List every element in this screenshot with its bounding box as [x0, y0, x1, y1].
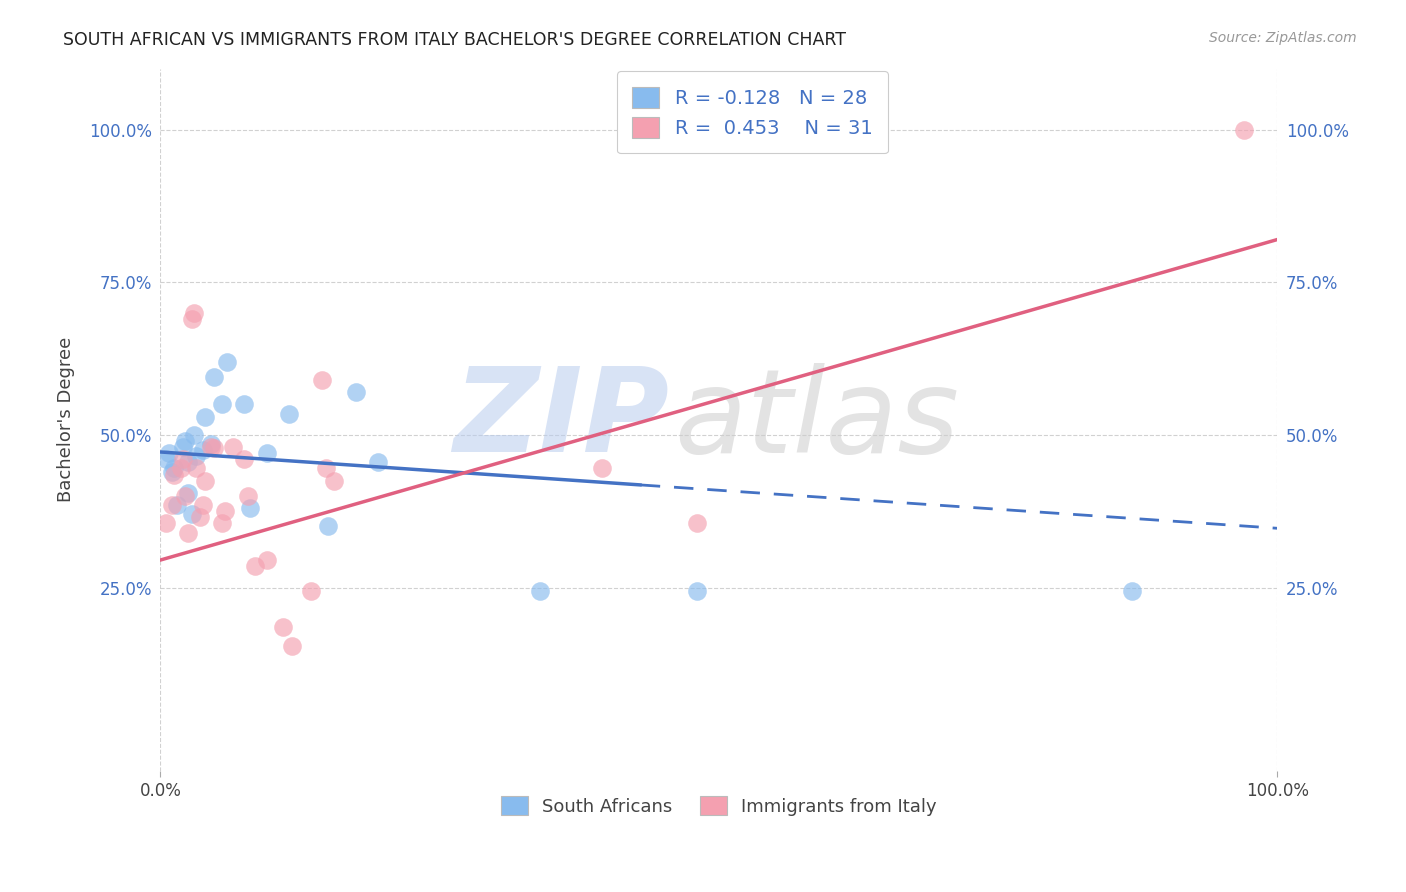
Point — [194, 409, 217, 424]
Point — [191, 498, 214, 512]
Point — [271, 620, 294, 634]
Text: SOUTH AFRICAN VS IMMIGRANTS FROM ITALY BACHELOR'S DEGREE CORRELATION CHART: SOUTH AFRICAN VS IMMIGRANTS FROM ITALY B… — [63, 31, 846, 49]
Point — [311, 373, 333, 387]
Point — [344, 385, 367, 400]
Point — [177, 525, 200, 540]
Point — [245, 559, 267, 574]
Legend: South Africans, Immigrants from Italy: South Africans, Immigrants from Italy — [492, 788, 946, 825]
Point — [191, 443, 214, 458]
Point — [1121, 583, 1143, 598]
Point — [160, 465, 183, 479]
Point — [155, 452, 177, 467]
Point — [256, 446, 278, 460]
Point — [174, 489, 197, 503]
Point — [155, 516, 177, 531]
Y-axis label: Bachelor's Degree: Bachelor's Degree — [58, 337, 75, 502]
Point — [160, 498, 183, 512]
Point — [236, 489, 259, 503]
Point — [277, 407, 299, 421]
Point — [183, 306, 205, 320]
Point — [211, 516, 233, 531]
Point — [367, 455, 389, 469]
Point — [315, 461, 337, 475]
Point — [169, 461, 191, 475]
Point — [200, 440, 222, 454]
Point — [180, 508, 202, 522]
Point — [322, 474, 344, 488]
Point — [163, 467, 186, 482]
Text: ZIP: ZIP — [453, 362, 669, 477]
Point — [529, 583, 551, 598]
Point — [157, 446, 180, 460]
Text: Source: ZipAtlas.com: Source: ZipAtlas.com — [1209, 31, 1357, 45]
Point — [172, 452, 194, 467]
Point — [685, 516, 707, 531]
Point — [256, 553, 278, 567]
Point — [186, 449, 208, 463]
Point — [591, 461, 613, 475]
Point — [188, 510, 211, 524]
Point — [194, 474, 217, 488]
Point — [202, 442, 225, 456]
Point — [239, 501, 262, 516]
Point — [233, 452, 256, 467]
Point — [166, 498, 188, 512]
Point — [177, 486, 200, 500]
Point — [180, 311, 202, 326]
Point — [299, 583, 322, 598]
Point — [177, 455, 200, 469]
Point — [214, 504, 236, 518]
Point — [233, 397, 256, 411]
Point — [200, 437, 222, 451]
Point — [202, 369, 225, 384]
Point — [222, 440, 245, 454]
Point — [281, 639, 304, 653]
Point — [183, 428, 205, 442]
Point — [316, 519, 339, 533]
Point — [163, 461, 186, 475]
Point — [174, 434, 197, 448]
Point — [211, 397, 233, 411]
Point — [172, 440, 194, 454]
Point — [186, 461, 208, 475]
Point — [217, 354, 239, 368]
Point — [1233, 122, 1256, 136]
Text: atlas: atlas — [675, 363, 959, 476]
Point — [685, 583, 707, 598]
